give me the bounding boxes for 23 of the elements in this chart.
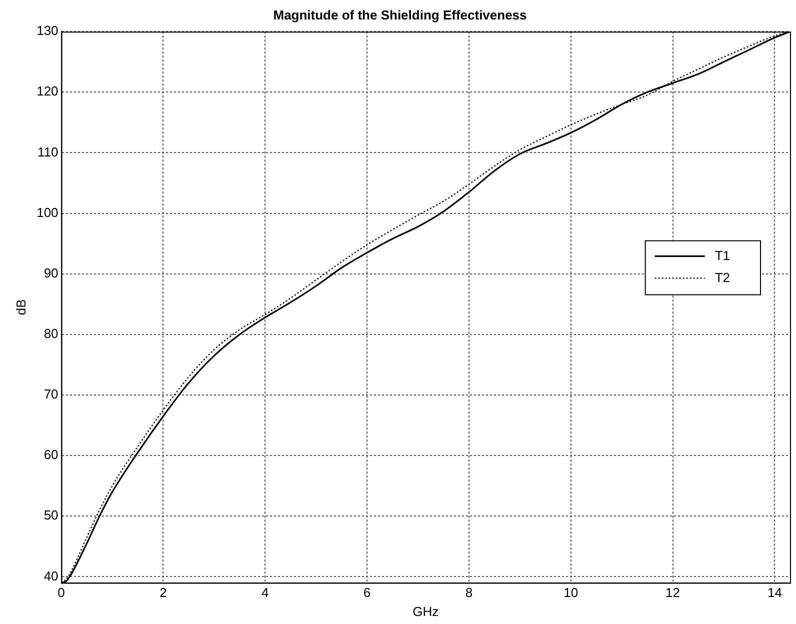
x-tick-label: 8 (465, 585, 473, 600)
y-tick-label: 100 (36, 204, 58, 220)
y-tick-label: 60 (44, 447, 58, 462)
y-tick-label: 80 (44, 326, 58, 342)
x-tick-label: 0 (58, 585, 65, 600)
y-tick-label: 110 (38, 144, 58, 160)
legend-label: T2 (714, 270, 730, 285)
x-tick-label: 10 (564, 585, 578, 600)
y-tick-label: 70 (44, 386, 58, 402)
y-tick-label: 50 (44, 508, 58, 523)
chart-title: Magnitude of the Shielding Effectiveness (273, 7, 527, 22)
x-tick-label: 14 (767, 585, 782, 600)
y-tick-label: 130 (36, 23, 58, 38)
y-tick-label: 90 (44, 265, 58, 280)
x-tick-label: 4 (262, 585, 269, 600)
legend-label: T1 (714, 248, 730, 263)
x-tick-label: 2 (160, 585, 167, 600)
y-tick-label: 40 (44, 568, 58, 584)
x-axis-title: GHz (412, 604, 439, 619)
x-tick-label: 12 (666, 585, 680, 600)
x-tick-label: 6 (363, 585, 371, 600)
y-axis-title: dB (13, 299, 28, 316)
y-tick-label: 120 (36, 84, 58, 99)
